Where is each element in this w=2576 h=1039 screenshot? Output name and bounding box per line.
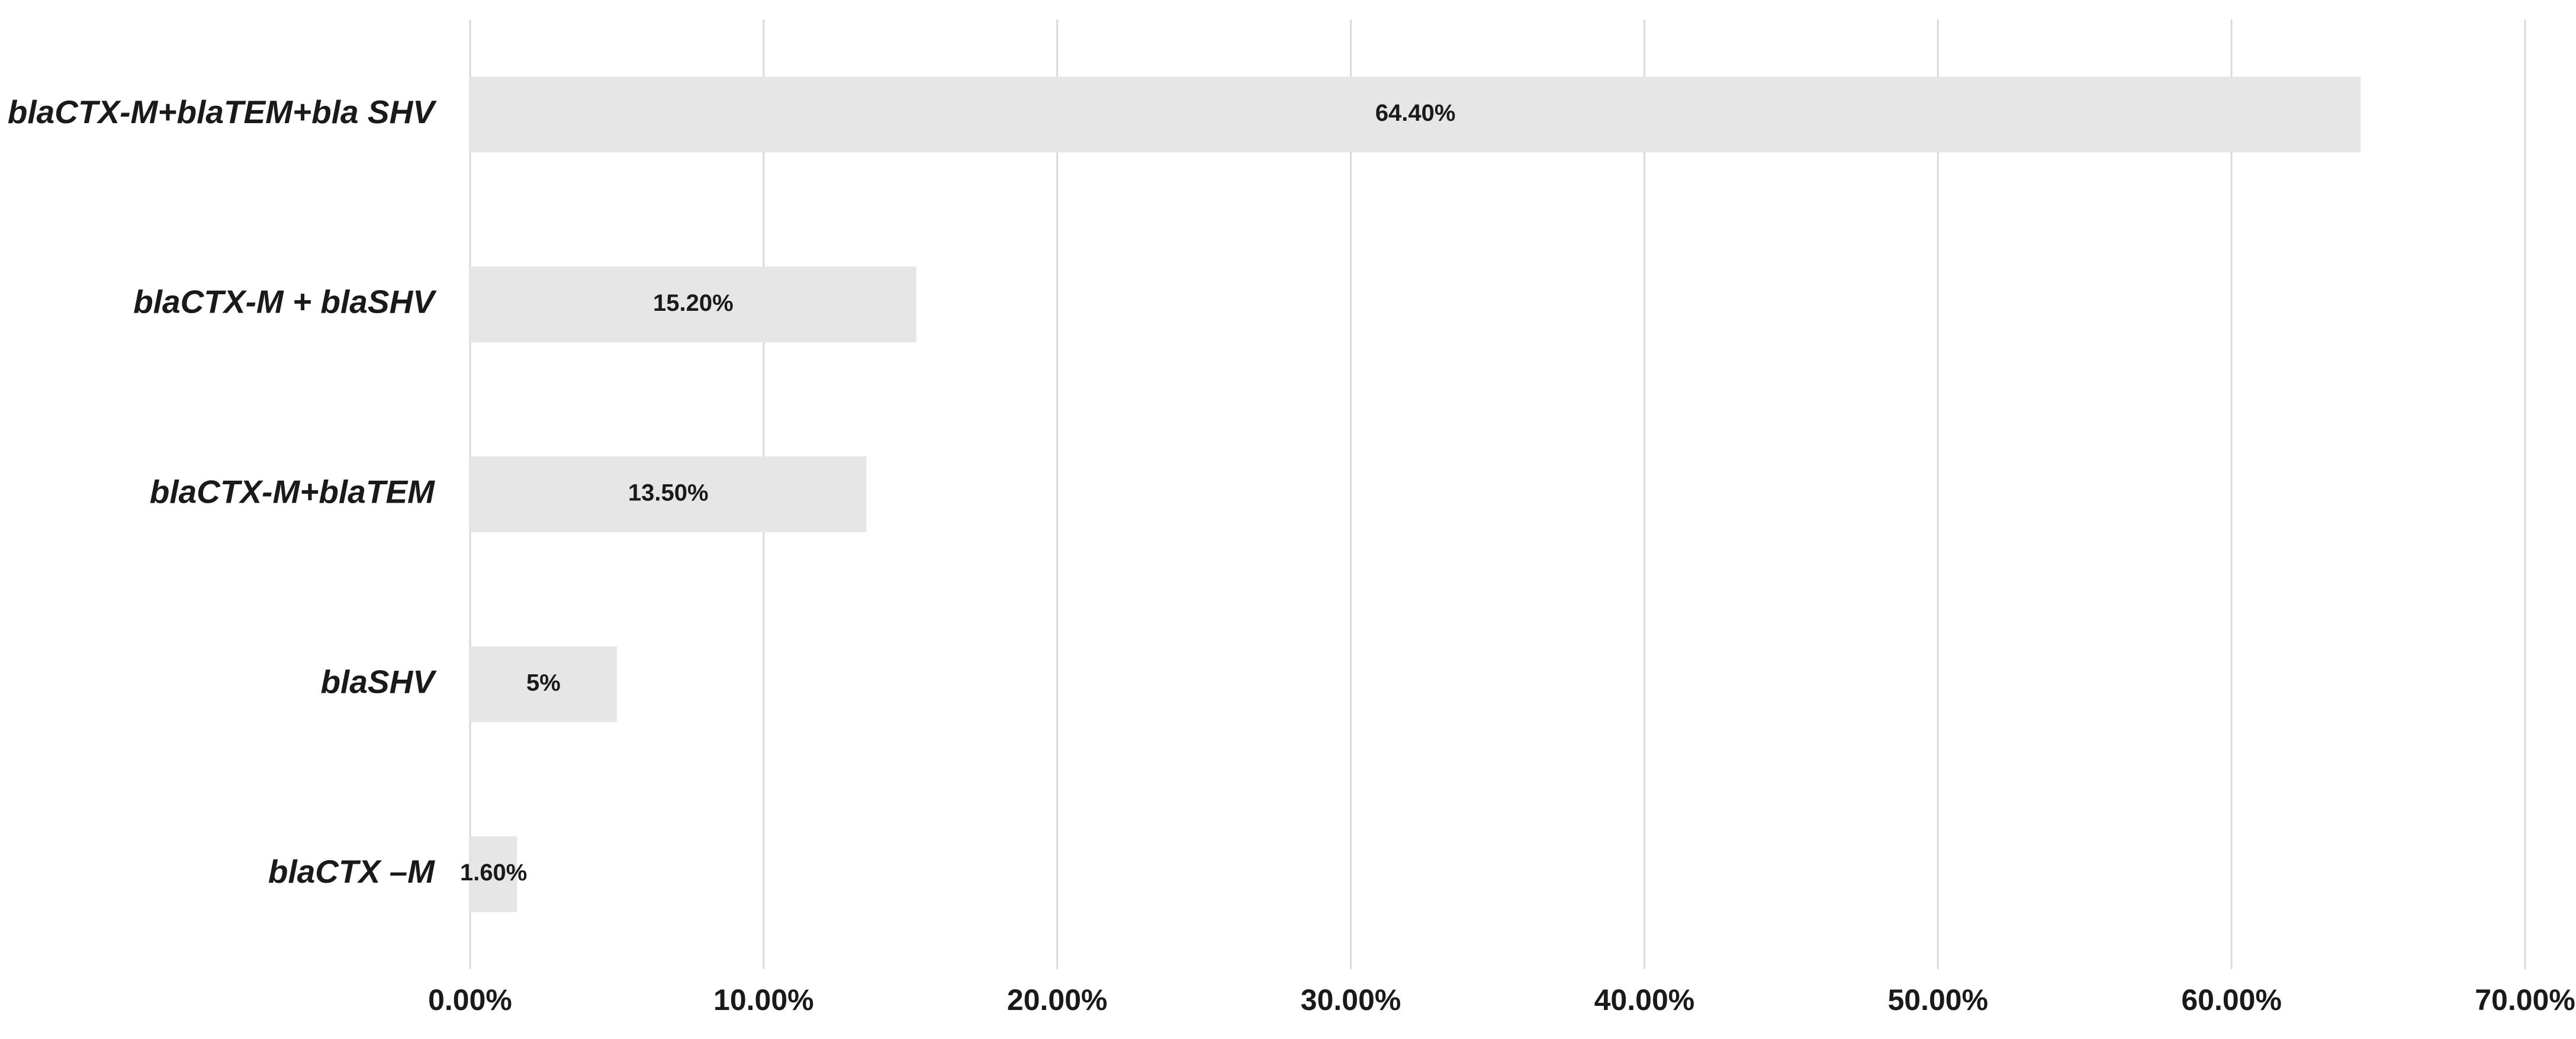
bar: [470, 646, 617, 722]
y-tick-label: blaCTX-M+blaTEM: [150, 474, 435, 510]
x-tick-label: 60.00%: [2181, 983, 2282, 1017]
x-tick-label: 40.00%: [1594, 983, 1695, 1017]
x-tick-label: 50.00%: [1887, 983, 1988, 1017]
bar: [470, 456, 867, 532]
x-tick-label: 10.00%: [713, 983, 814, 1017]
x-tick-label: 70.00%: [2475, 983, 2575, 1017]
y-tick-label: blaSHV: [320, 663, 437, 700]
x-tick-label: 0.00%: [428, 983, 512, 1017]
x-tick-label: 30.00%: [1301, 983, 1401, 1017]
y-tick-label: blaCTX-M+blaTEM+bla SHV: [8, 94, 438, 130]
value-label: 1.60%: [460, 860, 527, 886]
bar: [470, 76, 2361, 153]
y-tick-label: blaCTX –M: [268, 853, 435, 890]
y-tick-label: blaCTX-M + blaSHV: [133, 284, 437, 320]
value-label: 13.50%: [628, 480, 709, 506]
bar: [470, 266, 916, 343]
bar: [470, 836, 517, 912]
x-tick-label: 20.00%: [1007, 983, 1108, 1017]
value-label: 5%: [526, 670, 561, 696]
value-label: 15.20%: [653, 290, 734, 316]
value-label: 64.40%: [1375, 100, 1456, 126]
